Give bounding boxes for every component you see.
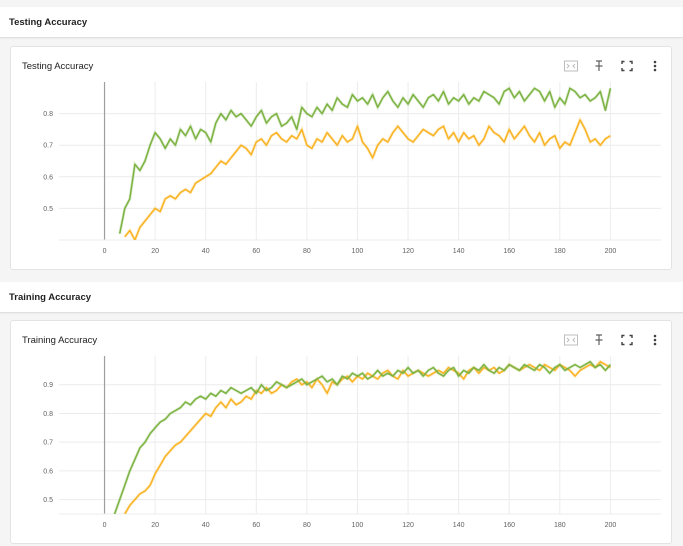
- x-tick-label: 180: [554, 522, 566, 529]
- pin-icon[interactable]: [591, 333, 607, 347]
- x-tick-label: 20: [151, 248, 159, 255]
- chart-title: Testing Accuracy: [22, 61, 94, 72]
- x-tick-label: 60: [252, 522, 260, 529]
- y-tick-label: 0.8: [43, 111, 53, 118]
- y-tick-label: 0.7: [43, 143, 53, 150]
- x-tick-label: 160: [503, 248, 515, 255]
- y-tick-label: 0.8: [43, 411, 53, 418]
- x-tick-label: 20: [151, 522, 159, 529]
- y-tick-label: 0.6: [43, 174, 53, 181]
- y-tick-label: 0.5: [43, 497, 53, 504]
- line-chart-training[interactable]: 0.5 0.6 0.7 0.8 0.9 0 20 40 60 80 100 120 140 160 180 2…: [11, 351, 671, 543]
- x-tick-label: 160: [503, 522, 515, 529]
- x-tick-label: 0: [103, 522, 107, 529]
- x-tick-label: 180: [554, 248, 566, 255]
- more-vert-icon[interactable]: [647, 59, 663, 73]
- x-tick-label: 140: [453, 522, 465, 529]
- x-tick-label: 140: [453, 248, 465, 255]
- series-line-0[interactable]: [124, 119, 611, 240]
- fullscreen-icon[interactable]: [619, 333, 635, 347]
- grid: [59, 356, 661, 515]
- section-title: Testing Accuracy: [9, 17, 88, 28]
- x-tick-label: 0: [103, 248, 107, 255]
- section-header-testing[interactable]: Testing Accuracy: [0, 7, 683, 38]
- x-tick-label: 80: [303, 522, 311, 529]
- more-vert-icon[interactable]: [647, 333, 663, 347]
- series-line-1[interactable]: [118, 87, 612, 234]
- fit-domain-icon[interactable]: [563, 59, 579, 73]
- series-shadow-line: [118, 85, 612, 234]
- y-tick-label: 0.7: [43, 440, 53, 447]
- pin-icon[interactable]: [591, 59, 607, 73]
- x-tick-label: 40: [202, 522, 210, 529]
- x-tick-label: 120: [402, 522, 414, 529]
- x-tick-label: 60: [252, 248, 260, 255]
- section-header-training[interactable]: Training Accuracy: [0, 282, 683, 313]
- grid: [59, 82, 661, 241]
- series-line-1[interactable]: [113, 360, 611, 514]
- chart-card-training: Training Accuracy 0.5 0.6 0.7 0.8 0.9 0 20 40 60…: [10, 320, 672, 544]
- series-line-0[interactable]: [124, 360, 611, 514]
- chart-title: Training Accuracy: [22, 335, 98, 346]
- line-chart-testing[interactable]: 0.5 0.6 0.7 0.8 0 20 40 60 80 100 120 140 160 180 200: [11, 77, 671, 269]
- x-tick-label: 100: [352, 248, 364, 255]
- x-tick-label: 120: [402, 248, 414, 255]
- y-tick-label: 0.5: [43, 206, 53, 213]
- x-tick-label: 80: [303, 248, 311, 255]
- x-tick-label: 200: [605, 248, 617, 255]
- fullscreen-icon[interactable]: [619, 59, 635, 73]
- y-tick-label: 0.6: [43, 468, 53, 475]
- x-tick-label: 40: [202, 248, 210, 255]
- y-tick-label: 0.9: [43, 382, 53, 389]
- x-tick-label: 200: [605, 522, 617, 529]
- section-title: Training Accuracy: [9, 292, 92, 303]
- fit-domain-icon[interactable]: [563, 333, 579, 347]
- x-tick-label: 100: [352, 522, 364, 529]
- chart-card-testing: Testing Accuracy 0.5 0.6 0.7 0.8 0 20 40 60 80 10…: [10, 46, 672, 270]
